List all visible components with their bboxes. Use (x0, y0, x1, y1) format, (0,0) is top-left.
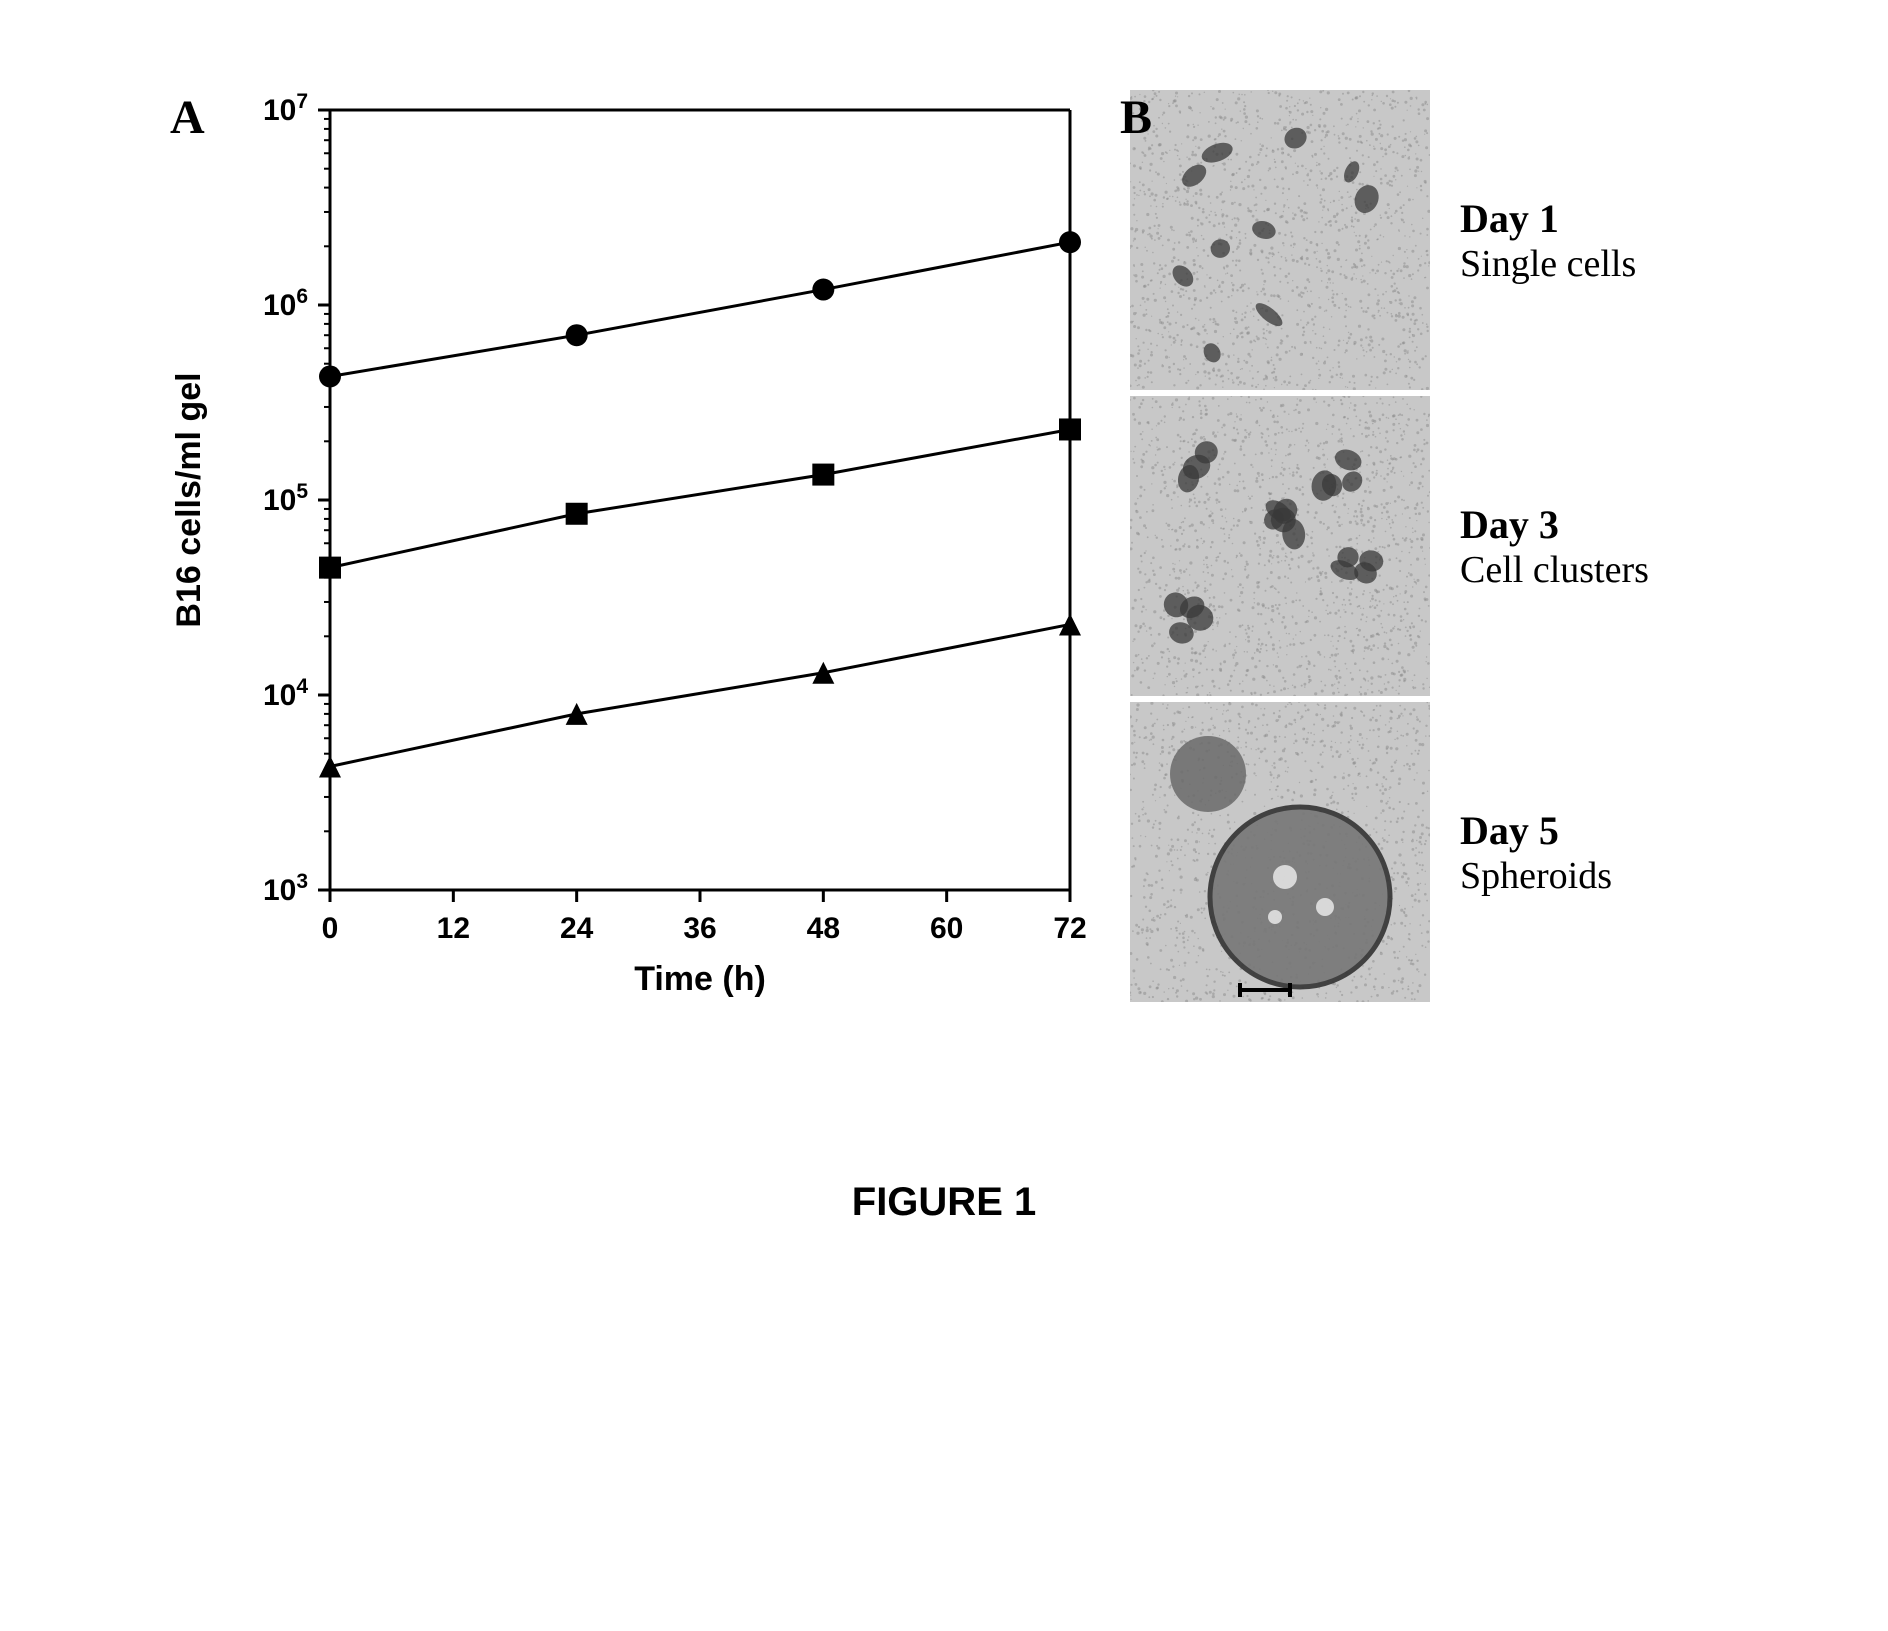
micrograph-row: Day 3Cell clusters (1130, 396, 1649, 696)
svg-text:36: 36 (683, 912, 716, 945)
svg-text:24: 24 (560, 912, 594, 945)
micrograph-image (1130, 90, 1430, 390)
micrograph-day: Day 1 (1460, 195, 1636, 242)
svg-text:103: 103 (263, 870, 308, 907)
svg-text:106: 106 (263, 285, 308, 322)
growth-chart: 0 12 24 36 48 60 72 Time (h) 103 104 105 106 107 B16 … (140, 80, 1100, 1030)
svg-text:72: 72 (1053, 912, 1086, 945)
svg-text:104: 104 (263, 675, 308, 712)
micrograph-stack: Day 1Single cells Day 3Cell clusters Day 5… (1130, 90, 1649, 1008)
micrograph-label: Day 1Single cells (1460, 195, 1636, 286)
figure-1: A 0122436486072Time (h)103104105106107B1… (140, 80, 1760, 1080)
micrograph-row: Day 1Single cells (1130, 90, 1649, 390)
micrograph-label: Day 5Spheroids (1460, 807, 1612, 898)
panel-a: A 0122436486072Time (h)103104105106107B1… (140, 80, 1100, 1030)
svg-text:0: 0 (322, 912, 339, 945)
micrograph-image (1130, 396, 1430, 696)
micrograph-row: Day 5Spheroids (1130, 702, 1649, 1002)
svg-text:60: 60 (930, 912, 963, 945)
svg-text:12: 12 (437, 912, 470, 945)
micrograph-desc: Spheroids (1460, 854, 1612, 898)
svg-text:Time (h): Time (h) (634, 960, 766, 998)
panel-b: B Day 1Single cellsDay 3Cell clustersDay… (1130, 80, 1760, 1030)
micrograph-day: Day 3 (1460, 501, 1649, 548)
figure-caption: FIGURE 1 (852, 1180, 1036, 1225)
svg-text:107: 107 (263, 90, 308, 127)
micrograph-label: Day 3Cell clusters (1460, 501, 1649, 592)
panel-b-label: B (1120, 90, 1152, 145)
micrograph-desc: Single cells (1460, 242, 1636, 286)
micrograph-image (1130, 702, 1430, 1002)
svg-text:105: 105 (263, 480, 308, 517)
micrograph-desc: Cell clusters (1460, 548, 1649, 592)
svg-text:48: 48 (807, 912, 840, 945)
micrograph-day: Day 5 (1460, 807, 1612, 854)
svg-text:B16 cells/ml gel: B16 cells/ml gel (170, 372, 208, 627)
